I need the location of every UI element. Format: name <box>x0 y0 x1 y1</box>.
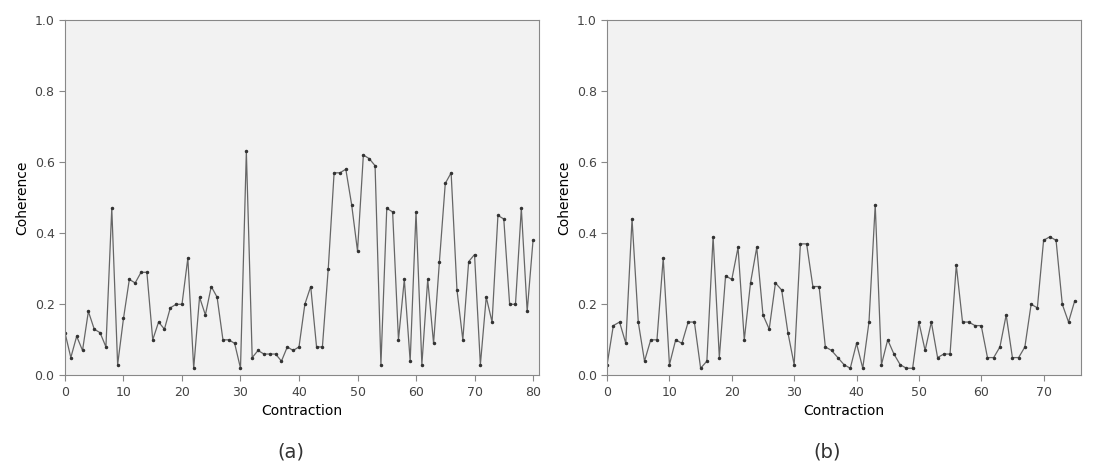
X-axis label: Contraction: Contraction <box>803 404 884 418</box>
Y-axis label: Coherence: Coherence <box>557 161 571 235</box>
Text: (a): (a) <box>277 443 304 462</box>
Text: (b): (b) <box>813 443 842 462</box>
X-axis label: Contraction: Contraction <box>261 404 342 418</box>
Y-axis label: Coherence: Coherence <box>15 161 28 235</box>
